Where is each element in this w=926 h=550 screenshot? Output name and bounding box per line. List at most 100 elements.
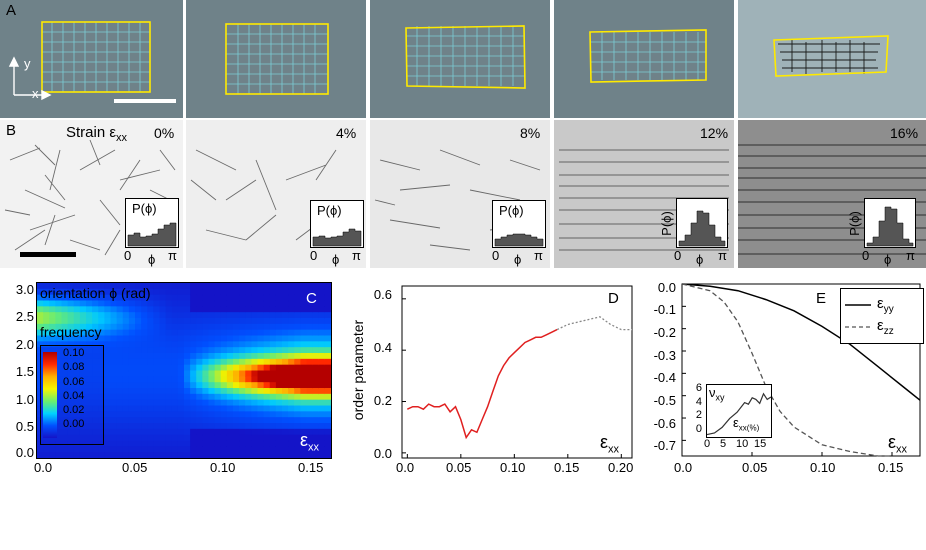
heatmap-cell xyxy=(98,323,105,331)
heatmap-cell xyxy=(220,329,228,337)
heatmap-cell xyxy=(300,388,308,395)
fiber-image-4: 4% P(ϕ) 0 ϕ π xyxy=(186,120,366,268)
heatmap-cell xyxy=(288,399,295,407)
heatmap-cell xyxy=(233,312,240,319)
heatmap-cell xyxy=(269,428,277,436)
heatmap-cell xyxy=(288,335,295,342)
heatmap-cell xyxy=(104,312,112,319)
heatmap-cell xyxy=(86,393,93,401)
heatmap-cell xyxy=(177,417,185,424)
heatmap-cell xyxy=(251,405,259,412)
heatmap-cell xyxy=(263,353,271,360)
strain-label: Strain εxx xyxy=(66,124,128,144)
heatmap-cell xyxy=(122,300,130,307)
heatmap-cell xyxy=(318,428,326,436)
heatmap-cell xyxy=(294,312,301,319)
heatmap-cell xyxy=(153,411,161,418)
heatmap-cell xyxy=(226,405,234,412)
heatmap-cell xyxy=(171,393,179,401)
heatmap-cell xyxy=(122,393,130,401)
heatmap-cell xyxy=(177,306,185,313)
heatmap-cell xyxy=(159,446,167,453)
heatmap-cell xyxy=(86,376,93,383)
heatmap-cell xyxy=(263,358,271,366)
heatmap-cell xyxy=(288,294,295,302)
heatmap-cell xyxy=(294,428,301,436)
heatmap-cell xyxy=(324,388,331,395)
heatmap-cell xyxy=(251,318,259,325)
heatmap-cell xyxy=(300,318,308,325)
heatmap-cell xyxy=(257,446,265,453)
heatmap-cell xyxy=(43,318,50,325)
heatmap-cell xyxy=(147,370,154,377)
heatmap-cell xyxy=(251,353,259,360)
heatmap-cell xyxy=(226,428,234,436)
heatmap-cell xyxy=(312,283,320,290)
heatmap-cell xyxy=(86,405,93,412)
heatmap-cell xyxy=(263,312,271,319)
heatmap-cell xyxy=(257,423,265,430)
heatmap-cell xyxy=(233,353,240,360)
heatmap-cell xyxy=(257,323,265,331)
heatmap-cell xyxy=(269,288,277,296)
heatmap-cell xyxy=(116,405,124,412)
heatmap-cell xyxy=(98,312,105,319)
heatmap-cell xyxy=(288,358,295,366)
heatmap-cell xyxy=(86,434,93,442)
heatmap-cell xyxy=(98,300,105,307)
heatmap-cell xyxy=(55,353,63,360)
heatmap-cell xyxy=(73,446,81,453)
heatmap-cell xyxy=(312,393,320,401)
heatmap-cell xyxy=(67,323,75,331)
heatmap-cell xyxy=(98,411,105,418)
heatmap-cell xyxy=(79,428,87,436)
heatmap-cell xyxy=(324,312,331,319)
heatmap-cell xyxy=(116,329,124,337)
heatmap-cell xyxy=(67,376,75,383)
heatmap-cell xyxy=(159,417,167,424)
heatmap-cell xyxy=(61,423,69,430)
xtick: 5 xyxy=(720,438,727,450)
heatmap-cell xyxy=(104,329,112,337)
heatmap-cell xyxy=(190,329,197,337)
heatmap-cell xyxy=(165,440,173,447)
heatmap-cell xyxy=(294,434,301,442)
heatmap-cell xyxy=(177,329,185,337)
heatmap-cell xyxy=(282,382,289,389)
heatmap-cell xyxy=(128,446,136,453)
heatmap-cell xyxy=(110,382,118,389)
heatmap-cell xyxy=(110,358,118,366)
heatmap-cell xyxy=(275,440,283,447)
heatmap-cell xyxy=(61,306,69,313)
heatmap-cell xyxy=(288,288,295,296)
heatmap-cell xyxy=(233,294,240,302)
heatmap-cell xyxy=(318,434,326,442)
heatmap-cell xyxy=(288,283,295,290)
heatmap-cell xyxy=(324,318,331,325)
heatmap-cell xyxy=(306,440,314,447)
heatmap-cell xyxy=(135,388,142,395)
heatmap-cell xyxy=(306,434,314,442)
heatmap-cell xyxy=(153,434,161,442)
heatmap-cell xyxy=(263,300,271,307)
heatmap-cell xyxy=(190,376,197,383)
heatmap-cell xyxy=(269,306,277,313)
heatmap-cell xyxy=(233,423,240,430)
heatmap-cell xyxy=(177,283,185,290)
heatmap-cell xyxy=(147,452,154,458)
heatmap-cell xyxy=(312,364,320,372)
heatmap-cell xyxy=(245,446,252,453)
heatmap-cell xyxy=(165,399,173,407)
heatmap-cell xyxy=(122,411,130,418)
heatmap-cell xyxy=(208,423,216,430)
heatmap-cell xyxy=(214,318,222,325)
heatmap-cell xyxy=(257,288,265,296)
heatmap-cell xyxy=(226,300,234,307)
heatmap-cell xyxy=(104,370,112,377)
heatmap-cell xyxy=(43,329,50,337)
heatmap-cell xyxy=(318,382,326,389)
heatmap-cell xyxy=(67,428,75,436)
heatmap-cell xyxy=(177,446,185,453)
heatmap-cell xyxy=(55,393,63,401)
heatmap-cell xyxy=(141,446,148,453)
